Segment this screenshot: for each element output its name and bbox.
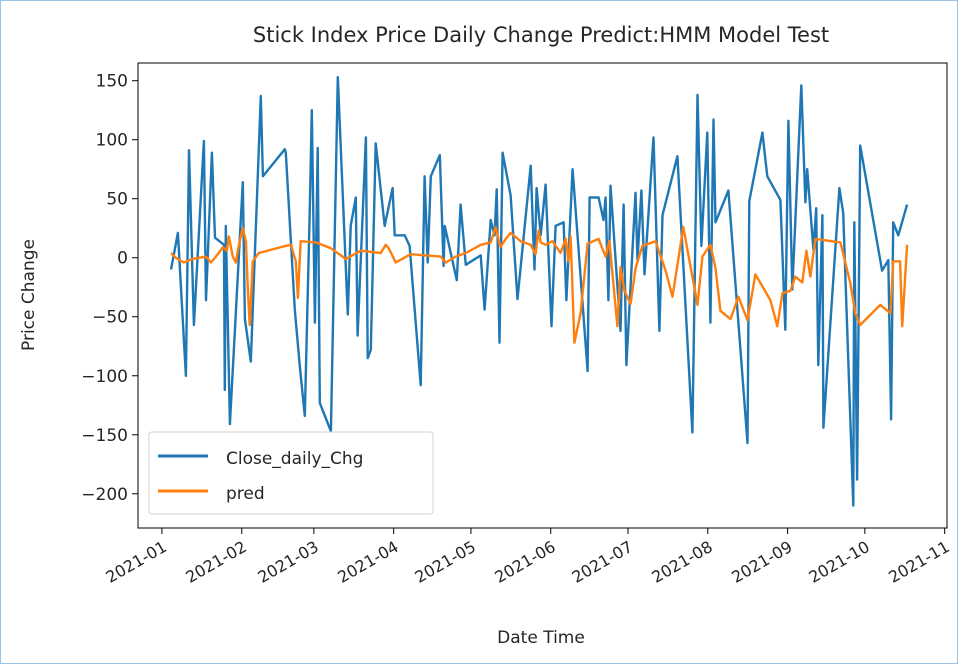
y-tick-label: 100 <box>96 131 128 151</box>
x-tick-label: 2021-08 <box>648 537 715 587</box>
y-tick-label: 50 <box>106 190 128 210</box>
y-tick-label: −100 <box>81 367 128 387</box>
x-tick-label: 2021-02 <box>182 537 249 587</box>
x-tick-label: 2021-03 <box>254 537 321 587</box>
x-tick-label: 2021-05 <box>412 537 479 587</box>
x-tick-label: 2021-11 <box>885 537 952 587</box>
legend-label-close-daily-chg: Close_daily_Chg <box>226 449 363 469</box>
series-layer <box>169 75 909 507</box>
plot-area-frame <box>137 62 948 529</box>
x-axis-label: Date Time <box>497 628 585 648</box>
x-tick-label: 2021-06 <box>491 537 558 587</box>
x-tick-label: 2021-04 <box>334 537 401 587</box>
y-tick-label: −200 <box>81 485 128 505</box>
x-tick-label: 2021-01 <box>103 537 170 587</box>
y-tick-label: 0 <box>117 249 128 269</box>
x-tick-label: 2021-09 <box>728 537 795 587</box>
y-tick-label: 150 <box>96 72 128 92</box>
series-line-pred <box>170 225 909 344</box>
y-tick-label: −150 <box>81 426 128 446</box>
legend-label-pred: pred <box>226 484 265 504</box>
x-tick-label: 2021-10 <box>805 537 872 587</box>
chart-title: Stick Index Price Daily Change Predict:H… <box>253 23 829 47</box>
y-axis-label: Price Change <box>19 239 39 351</box>
legend: Close_daily_Chg pred <box>148 431 434 515</box>
x-tick-label: 2021-07 <box>569 537 636 587</box>
y-tick-label: −50 <box>92 308 128 328</box>
series-line-close-daily-chg <box>169 75 909 507</box>
legend-box <box>148 431 434 515</box>
